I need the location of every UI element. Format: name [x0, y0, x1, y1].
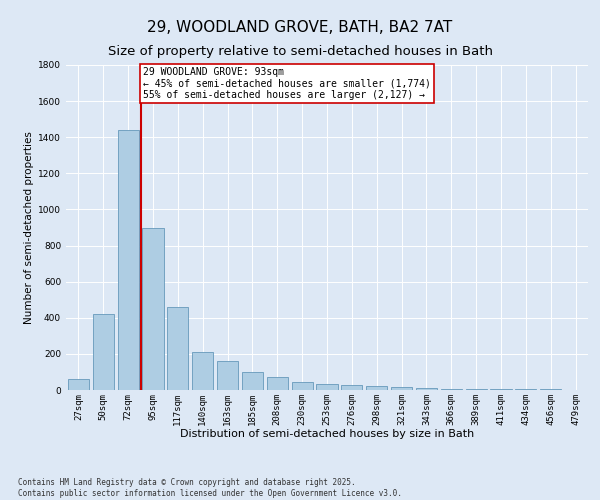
Bar	[391, 388, 412, 390]
Bar	[466, 389, 487, 390]
Bar	[490, 388, 512, 390]
Bar	[441, 388, 462, 390]
Bar	[292, 382, 313, 390]
Bar	[68, 379, 89, 390]
Bar	[118, 130, 139, 390]
Bar	[142, 228, 164, 390]
Text: Contains HM Land Registry data © Crown copyright and database right 2025.
Contai: Contains HM Land Registry data © Crown c…	[18, 478, 402, 498]
Bar	[341, 386, 362, 390]
Bar	[416, 388, 437, 390]
Text: Size of property relative to semi-detached houses in Bath: Size of property relative to semi-detach…	[107, 45, 493, 58]
Bar	[267, 378, 288, 390]
Text: 29, WOODLAND GROVE, BATH, BA2 7AT: 29, WOODLAND GROVE, BATH, BA2 7AT	[148, 20, 452, 35]
Bar	[192, 352, 213, 390]
Bar	[167, 307, 188, 390]
Bar	[217, 361, 238, 390]
Text: 29 WOODLAND GROVE: 93sqm
← 45% of semi-detached houses are smaller (1,774)
55% o: 29 WOODLAND GROVE: 93sqm ← 45% of semi-d…	[143, 67, 431, 100]
Bar	[242, 372, 263, 390]
Bar	[366, 386, 387, 390]
Bar	[93, 314, 114, 390]
Y-axis label: Number of semi-detached properties: Number of semi-detached properties	[24, 131, 34, 324]
X-axis label: Distribution of semi-detached houses by size in Bath: Distribution of semi-detached houses by …	[180, 429, 474, 439]
Bar	[316, 384, 338, 390]
